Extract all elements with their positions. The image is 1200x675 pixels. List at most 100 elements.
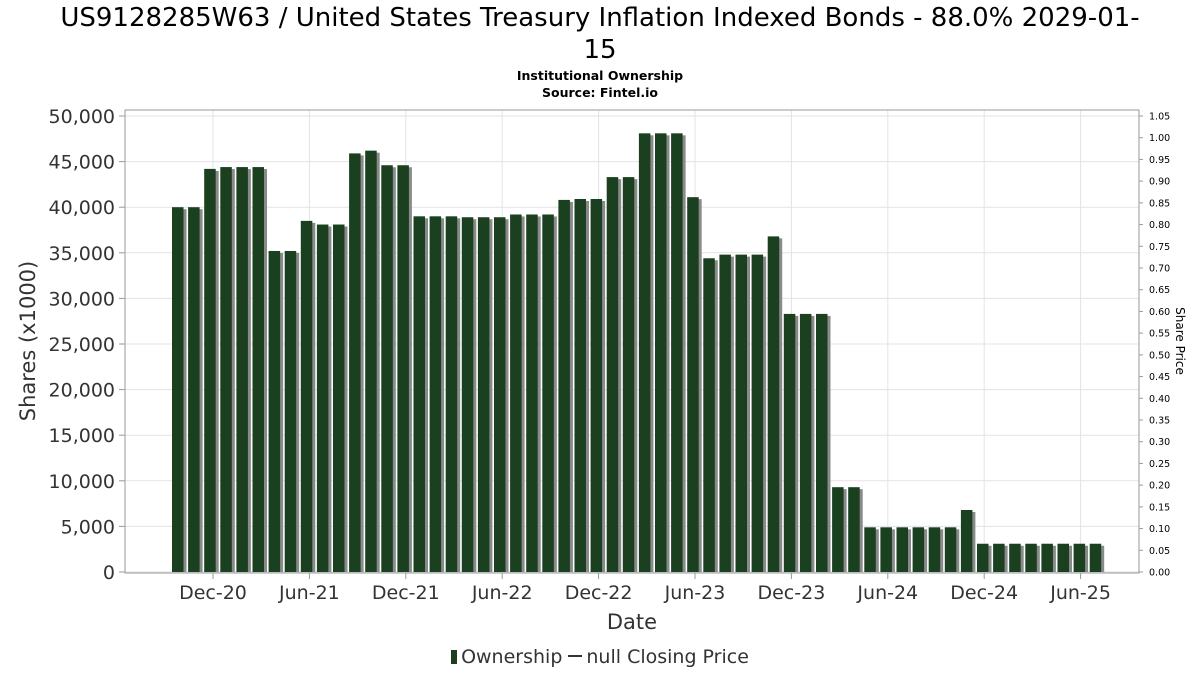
y-tick-label: 30,000 — [49, 288, 115, 310]
ownership-bar — [172, 207, 184, 572]
ownership-bar — [687, 197, 699, 572]
ownership-bar — [429, 216, 442, 572]
y-tick-label: 20,000 — [49, 380, 115, 402]
y-tick-label: 35,000 — [49, 243, 115, 265]
y2-tick-label: 0.60 — [1149, 307, 1170, 318]
y2-tick-label: 0.25 — [1149, 459, 1170, 470]
ownership-bar — [719, 254, 731, 572]
y2-tick-label: 0.10 — [1149, 524, 1170, 535]
y2-tick-label: 0.20 — [1149, 481, 1170, 492]
y2-tick-label: 0.85 — [1149, 198, 1170, 209]
ownership-bar — [1089, 543, 1102, 572]
y-tick-label: 0 — [103, 562, 115, 584]
y2-tick-label: 0.80 — [1149, 220, 1170, 231]
y2-tick-label: 0.15 — [1149, 502, 1170, 513]
ownership-bar — [1057, 543, 1069, 572]
plot-frame — [124, 109, 1140, 574]
ownership-bar — [606, 177, 619, 572]
ownership-bar — [671, 133, 683, 572]
ownership-bar — [993, 543, 1005, 572]
ownership-bar — [381, 165, 393, 573]
ownership-bar — [188, 207, 200, 572]
x-tick-label: Dec-23 — [757, 582, 825, 604]
x-axis-label: Date — [607, 610, 657, 634]
ownership-bar — [494, 217, 506, 572]
ownership-bar — [864, 527, 876, 572]
ownership-bar — [977, 543, 989, 572]
y2-tick-label: 0.00 — [1149, 568, 1170, 579]
ownership-bar — [928, 527, 941, 572]
y2-tick-label: 0.30 — [1149, 437, 1170, 448]
ownership-bar — [944, 527, 957, 572]
ownership-bar — [316, 224, 329, 572]
ownership-bar — [300, 220, 313, 572]
y-tick-label: 25,000 — [49, 334, 115, 356]
ownership-bar — [236, 167, 248, 572]
y2-tick-label: 0.55 — [1149, 329, 1170, 340]
ownership-bar — [912, 527, 925, 572]
y2-tick-label: 0.50 — [1149, 350, 1170, 361]
y2-tick-label: 1.05 — [1149, 112, 1170, 123]
ownership-bar — [848, 487, 860, 572]
y-tick-label: 15,000 — [49, 425, 115, 447]
y2-tick-label: 0.90 — [1149, 177, 1170, 188]
ownership-bar — [638, 133, 651, 572]
ownership-bar — [1009, 543, 1021, 572]
ownership-bar — [896, 527, 908, 572]
ownership-bar — [349, 153, 361, 572]
y2-tick-label: 0.35 — [1149, 416, 1170, 427]
ownership-bar — [816, 313, 828, 572]
chart-source: Source: Fintel.io — [542, 85, 658, 100]
y2-tick-label: 0.95 — [1149, 155, 1170, 166]
ownership-bar — [365, 150, 377, 572]
ownership-bar — [445, 216, 458, 572]
ownership-bar — [1041, 543, 1053, 572]
x-tick-label: Dec-20 — [179, 582, 247, 604]
ownership-bar — [542, 214, 554, 572]
ownership-bar — [655, 133, 667, 572]
ownership-bar — [622, 177, 635, 572]
chart-subtitle: Institutional Ownership — [516, 68, 684, 83]
ownership-bar — [799, 313, 812, 572]
y-tick-label: 10,000 — [49, 471, 115, 493]
ownership-bar — [751, 254, 764, 572]
ownership-bar — [590, 198, 603, 572]
legend-label-ownership: Ownership — [461, 646, 563, 668]
y-tick-label: 40,000 — [49, 197, 115, 219]
chart-title-line-1: US9128285W63 / United States Treasury In… — [60, 3, 1140, 33]
legend-swatch-ownership — [451, 650, 458, 664]
y2-tick-label: 0.45 — [1149, 372, 1170, 383]
ownership-bar — [333, 224, 345, 572]
y2-axis-label: Share Price — [1173, 307, 1187, 375]
ownership-bar — [783, 313, 796, 572]
x-tick-label: Jun-24 — [856, 582, 918, 604]
ownership-bar — [526, 214, 538, 572]
y2-tick-label: 1.00 — [1149, 133, 1170, 144]
ownership-bar — [558, 199, 570, 573]
x-tick-label: Dec-24 — [950, 582, 1018, 604]
ownership-bar — [880, 527, 892, 572]
ownership-bar — [252, 167, 264, 572]
ownership-bar — [735, 254, 747, 572]
chart-title-line-2: 15 — [583, 35, 617, 65]
ownership-bar — [220, 167, 232, 572]
ownership-bar — [1025, 543, 1037, 572]
x-tick-label: Dec-22 — [565, 582, 633, 604]
ownership-bar — [703, 258, 715, 572]
ownership-bar — [413, 216, 425, 572]
y2-tick-label: 0.65 — [1149, 285, 1170, 296]
ownership-bar — [767, 236, 780, 572]
x-tick-label: Jun-25 — [1049, 582, 1111, 604]
y2-tick-label: 0.40 — [1149, 394, 1170, 405]
y-tick-label: 45,000 — [49, 152, 115, 174]
x-tick-label: Dec-21 — [372, 582, 440, 604]
chart-legend: Ownership null Closing Price — [0, 646, 1200, 668]
ownership-bar — [284, 250, 297, 572]
ownership-bar — [510, 214, 522, 572]
y2-tick-label: 0.75 — [1149, 242, 1170, 253]
ownership-bar — [574, 198, 586, 572]
y2-tick-label: 0.05 — [1149, 546, 1170, 557]
ownership-bar — [477, 217, 490, 572]
y2-tick-label: 0.70 — [1149, 264, 1170, 275]
